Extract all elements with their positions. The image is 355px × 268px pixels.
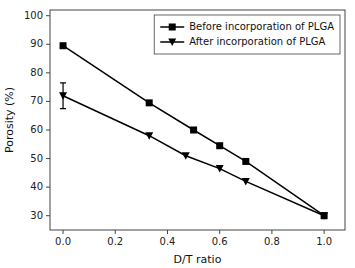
data-point [190,127,197,134]
y-tick-label: 50 [30,153,43,164]
x-tick [271,230,272,234]
legend-label: After incorporation of PLGA [189,36,325,47]
data-point [242,178,250,186]
x-tick-label: 0.6 [212,236,228,247]
y-tick-label: 30 [30,210,43,221]
x-axis-label: D/T ratio [174,253,222,266]
y-tick-label: 40 [30,181,43,192]
data-point [146,99,153,106]
y-tick [46,15,50,16]
data-point [216,142,223,149]
legend-marker [168,39,176,47]
data-point [182,152,190,160]
plot-frame [50,10,345,230]
y-tick [46,72,50,73]
y-tick-label: 100 [24,10,43,21]
y-tick [46,158,50,159]
series-line [63,46,324,216]
y-tick-label: 90 [30,38,43,49]
error-bar [60,83,66,109]
x-tick [63,230,64,234]
y-tick [46,44,50,45]
data-point [216,165,224,173]
x-tick-label: 0.4 [160,236,176,247]
y-tick [46,187,50,188]
x-tick [167,230,168,234]
y-tick [46,215,50,216]
chart: 30 40 50 60 70 80 90 100 0.0 0.2 0.4 0.6 0.8 1.0 D/T r… [0,0,355,268]
x-tick-label: 0.0 [55,236,71,247]
plot-data [59,42,328,220]
data-point [320,212,328,220]
x-tick [115,230,116,234]
legend: Before incorporation of PLGA After incorp… [154,15,340,54]
x-tick [219,230,220,234]
x-tick-label: 0.2 [107,236,123,247]
y-tick-label: 70 [30,95,43,106]
x-tick-label: 0.8 [264,236,280,247]
y-tick-label: 80 [30,67,43,78]
series-line [63,96,324,216]
y-tick [46,130,50,131]
y-tick-label: 60 [30,124,43,135]
y-axis-label: Porosity (%) [3,87,16,153]
x-tick-label: 1.0 [316,236,332,247]
legend-marker [169,24,176,31]
y-tick [46,101,50,102]
data-point [145,132,153,140]
data-point [59,92,67,100]
data-point [242,158,249,165]
data-point [321,212,328,219]
x-tick [324,230,325,234]
data-point [60,42,67,49]
legend-label: Before incorporation of PLGA [189,21,334,32]
legend-frame [154,15,340,54]
